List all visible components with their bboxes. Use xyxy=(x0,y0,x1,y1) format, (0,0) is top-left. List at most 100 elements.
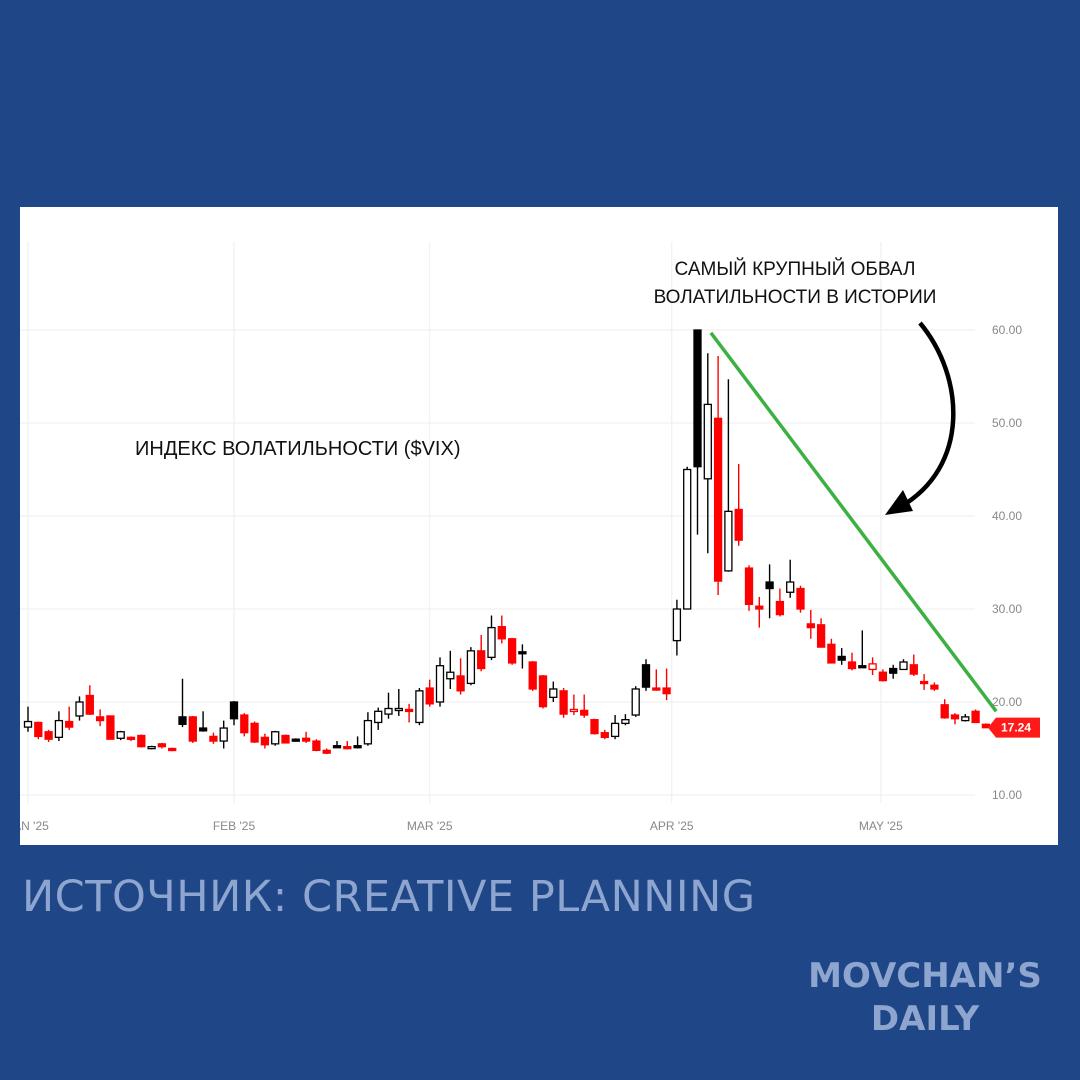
candle xyxy=(837,648,846,665)
candle xyxy=(919,674,929,690)
candle-body xyxy=(116,731,125,739)
candle xyxy=(847,652,857,671)
candle-body xyxy=(868,663,877,671)
candle xyxy=(435,657,445,707)
candle xyxy=(229,701,239,726)
candle-body xyxy=(590,719,599,735)
candle xyxy=(518,644,527,669)
y-tick-label: 30.00 xyxy=(992,602,1022,616)
candle xyxy=(713,356,723,596)
candle xyxy=(353,736,362,749)
candle-body xyxy=(889,667,898,674)
candle xyxy=(477,635,486,672)
candle-body xyxy=(528,661,537,690)
candle xyxy=(827,638,836,664)
candle-body xyxy=(209,735,218,742)
annotation-line-1: САМЫЙ КРУПНЫЙ ОБВАЛ xyxy=(675,258,916,280)
candle xyxy=(971,709,980,724)
candle xyxy=(209,732,218,744)
candle-body xyxy=(734,508,743,541)
candle xyxy=(23,706,33,732)
candle-body xyxy=(394,707,403,712)
candle xyxy=(240,713,249,737)
candle-body xyxy=(168,747,177,752)
candle xyxy=(415,688,424,726)
candle xyxy=(95,709,105,727)
curved-arrow-icon xyxy=(898,321,956,509)
candle-body xyxy=(662,687,671,695)
candle xyxy=(724,379,733,572)
candle xyxy=(816,618,826,648)
candle xyxy=(137,734,146,748)
chart-title: ИНДЕКС ВОЛАТИЛЬНОСТИ ($VIX) xyxy=(135,438,461,460)
candle-body xyxy=(858,665,867,669)
candle xyxy=(116,730,125,741)
candle-body xyxy=(765,581,774,590)
candle xyxy=(744,565,754,611)
candle-body xyxy=(250,722,259,743)
y-axis: 60.00 50.00 40.00 30.00 20.00 10.00 xyxy=(992,323,1022,802)
candle-body xyxy=(477,650,486,670)
candle xyxy=(559,688,568,718)
candle-body xyxy=(796,587,805,610)
candle-body xyxy=(435,665,445,703)
candle xyxy=(322,748,331,755)
brand-line-1: MOVCHAN’S xyxy=(808,956,1042,996)
x-month-label: FEB '25 xyxy=(213,819,256,833)
candle xyxy=(106,715,115,740)
arrow-head xyxy=(885,490,913,515)
candle-body xyxy=(65,720,74,728)
candle xyxy=(301,731,311,743)
candle xyxy=(580,694,589,718)
candle-body xyxy=(538,675,548,708)
candle-body xyxy=(271,731,280,745)
candle-body xyxy=(322,749,331,754)
candle-body xyxy=(240,714,249,734)
candle-body xyxy=(219,727,228,742)
candle-body xyxy=(899,661,908,671)
candle-body xyxy=(806,623,815,629)
grid xyxy=(20,242,975,803)
candle-body xyxy=(332,745,342,749)
candle-body xyxy=(569,708,579,713)
candle-body xyxy=(312,740,321,752)
candle xyxy=(621,714,630,726)
candle xyxy=(672,599,682,656)
candle-body xyxy=(404,708,414,713)
candle-body xyxy=(703,403,712,480)
candle-body xyxy=(672,608,682,642)
candle-body xyxy=(755,605,764,610)
candle xyxy=(374,707,383,730)
candle-body xyxy=(456,675,465,692)
candle-body xyxy=(837,655,846,661)
candle-body xyxy=(786,581,795,593)
candle xyxy=(549,681,558,702)
candle-body xyxy=(600,732,609,738)
candle xyxy=(281,734,290,744)
brand-line-2: DAILY xyxy=(870,999,980,1039)
candle xyxy=(157,742,167,749)
candle-body xyxy=(384,707,393,715)
candle xyxy=(878,669,888,682)
candle-body xyxy=(878,671,888,682)
candle-body xyxy=(610,722,620,738)
chart-panel: 60.00 50.00 40.00 30.00 20.00 10.00 JAN '25 FE… xyxy=(20,207,1058,845)
candle xyxy=(889,664,898,679)
candle xyxy=(54,711,64,742)
candle-body xyxy=(178,716,187,725)
candle xyxy=(950,713,960,725)
candle xyxy=(404,703,414,723)
candle xyxy=(291,738,300,742)
candle xyxy=(507,637,517,665)
candle xyxy=(590,718,599,735)
candle-body xyxy=(713,417,723,582)
candle-body xyxy=(621,719,630,725)
candle-body xyxy=(157,743,167,748)
last-price-label: 17.24 xyxy=(1001,721,1031,735)
candle-body xyxy=(85,694,94,715)
candle-body xyxy=(909,664,918,675)
candle-body xyxy=(507,638,517,664)
candle xyxy=(930,682,939,691)
candle xyxy=(569,694,579,716)
annotation-line-2: ВОЛАТИЛЬНОСТИ В ИСТОРИИ xyxy=(654,287,937,308)
